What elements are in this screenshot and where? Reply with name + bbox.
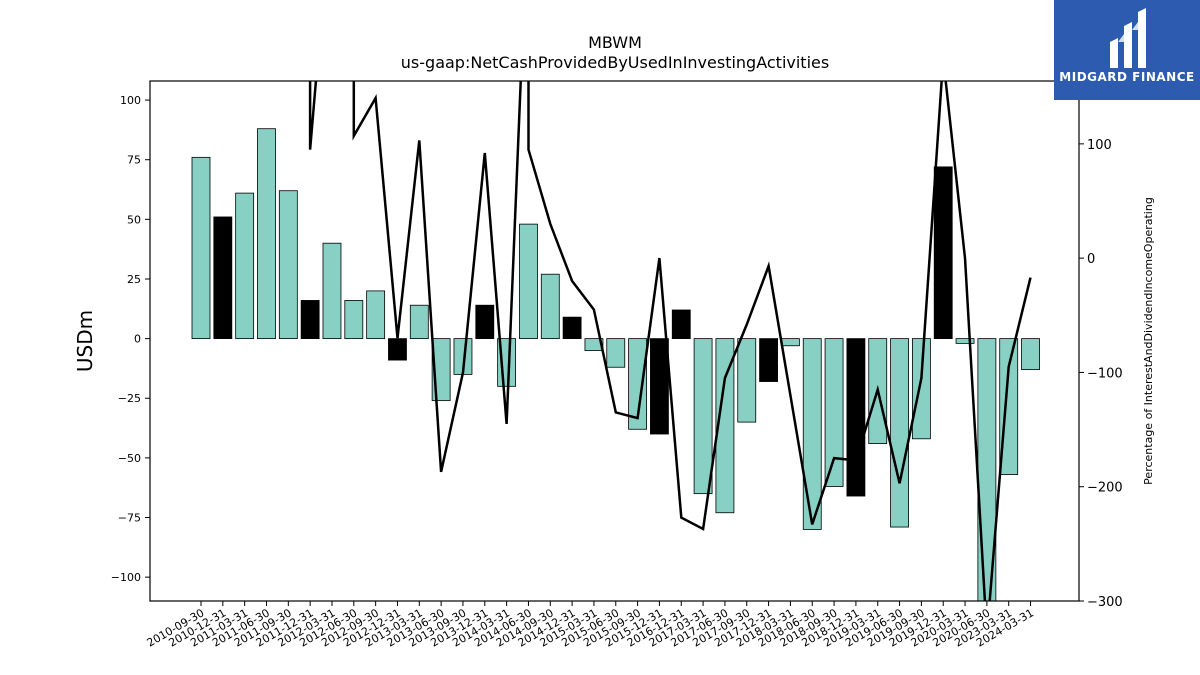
bar-2012-03-31 [322,242,342,340]
bar-2014-09-30 [540,273,560,340]
logo-text: MIDGARD FINANCE [1059,70,1195,84]
y-tick-label: 75 [127,154,141,167]
bar-2012-09-30 [366,290,386,340]
bar-2010-09-30 [191,156,211,340]
bar-2018-12-31 [846,338,866,497]
logo-mark-icon [1110,8,1146,68]
y-tick-label: −25 [118,392,141,405]
bar-2016-12-31 [671,309,691,340]
y-right-tick-label: −200 [1087,481,1123,496]
bar-2015-06-30 [606,338,626,368]
plot-frame [149,80,1080,602]
bar-2024-03-31 [1021,338,1040,371]
chart-title: MBWM [588,33,642,52]
midgard-finance-logo: MIDGARD FINANCE [1054,0,1200,100]
bar-2018-09-30 [824,338,844,487]
y-right-tick-label: −300 [1087,595,1123,610]
bar-2015-12-31 [650,338,669,435]
bar-2019-12-31 [933,166,953,340]
bar-2012-12-31 [388,338,407,361]
bar-2013-03-31 [409,304,429,340]
bar-2014-06-30 [519,223,538,340]
y-right-tick-label: 0 [1087,252,1095,267]
bar-2013-12-31 [475,304,495,340]
bar-2017-12-31 [759,338,778,382]
y-right-tick-label: −100 [1087,366,1123,381]
bar-2018-06-30 [802,338,822,530]
y-tick-label: 100 [120,94,141,107]
bar-2017-09-30 [737,338,757,423]
chart-subtitle: us-gaap:NetCashProvidedByUsedInInvesting… [400,53,830,72]
bar-2015-09-30 [628,338,647,430]
bar-2019-06-30 [890,338,909,528]
y-axis-label-right: Percentage of InterestAndDividendIncomeO… [1142,197,1155,485]
bar-2023-03-31 [999,338,1019,475]
bar-2015-03-31 [584,338,604,351]
bar-2017-06-30 [715,338,735,514]
y-tick-label: 25 [127,273,141,286]
bar-2020-03-31 [955,338,975,344]
y-axis-label: USDm [73,310,97,372]
y-tick-label: −75 [118,512,141,525]
bar-2018-03-31 [781,338,800,347]
y-right-tick-label: 100 [1087,138,1112,153]
bar-2011-03-31 [235,192,255,340]
y-tick-label: −100 [111,571,141,584]
y-tick-label: 50 [127,213,141,226]
bar-2017-03-31 [693,338,713,495]
y-tick-label: 0 [134,333,141,346]
y-tick-label: −50 [118,452,141,465]
bar-2012-06-30 [344,300,364,340]
bar-2011-09-30 [278,190,298,340]
bar-2010-12-31 [213,216,233,340]
percentage-line [308,81,1032,601]
bar-2011-06-30 [257,128,276,340]
bar-2011-12-31 [300,300,320,340]
bar-2014-12-31 [562,316,582,340]
bar-2019-09-30 [911,338,931,440]
